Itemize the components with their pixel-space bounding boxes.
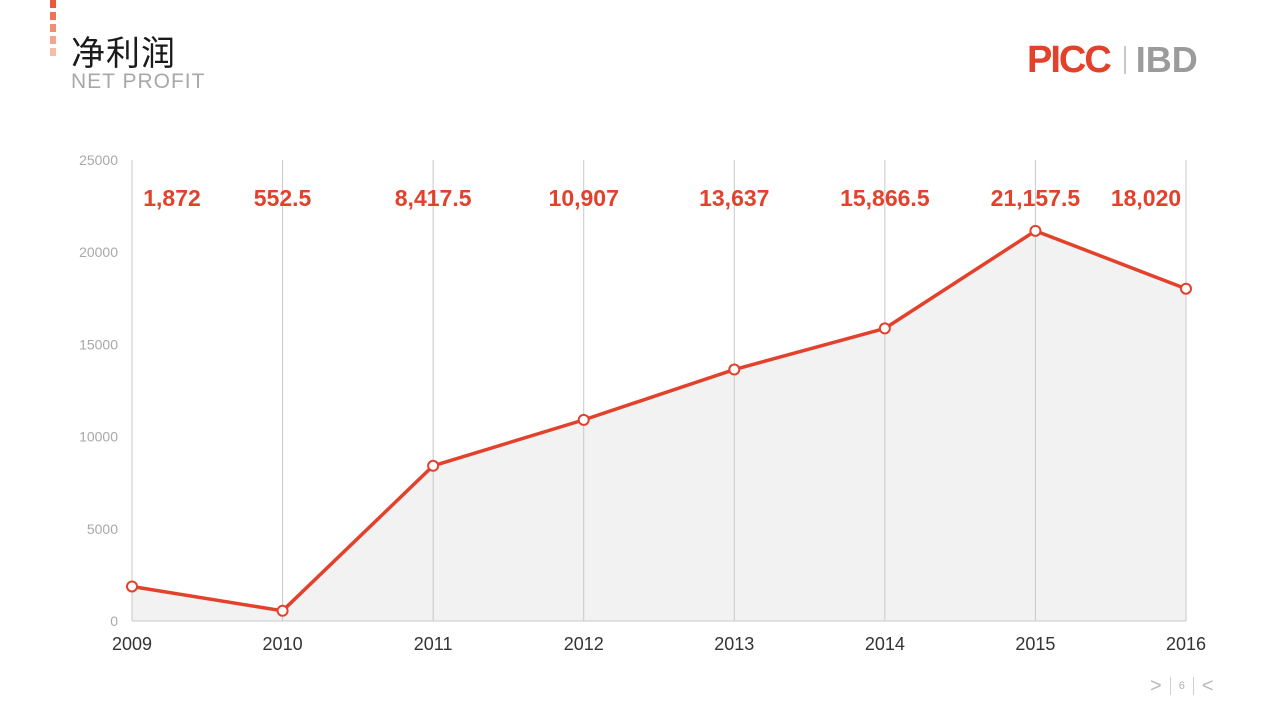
y-tick-label: 0 [110,613,118,629]
accent-stripe [50,0,56,8]
title-accent-bar [50,0,56,60]
accent-stripe [50,24,56,32]
x-tick-label: 2009 [112,634,152,654]
data-label: 18,020 [1111,185,1181,211]
data-point [878,322,891,335]
data-label: 8,417.5 [395,185,472,211]
x-tick-label: 2014 [865,634,905,654]
x-tick-label: 2012 [564,634,604,654]
y-tick-label: 15000 [79,336,118,352]
nav-divider [1192,677,1194,695]
accent-stripe [50,12,56,20]
data-label: 1,872 [143,185,201,211]
y-tick-label: 25000 [79,152,118,168]
logo-divider [1123,46,1126,74]
series-line [131,229,1187,613]
prev-page-button[interactable]: < [1201,675,1214,697]
data-point [126,580,138,593]
page-title: 净利润 [71,34,176,74]
x-tick-label: 2010 [263,634,303,654]
data-point [427,459,440,472]
x-tick-label: 2013 [714,634,754,654]
area-fill [132,230,1186,621]
x-tick-label: 2011 [414,634,453,654]
y-tick-label: 10000 [79,429,118,445]
data-label: 10,907 [549,185,619,211]
data-point [577,413,590,426]
data-label: 21,157.5 [991,185,1081,211]
x-tick-label: 2015 [1015,634,1055,654]
data-label: 552.5 [254,185,312,211]
brand-logo: PICC IBD [1027,38,1198,81]
next-page-button[interactable]: > [1150,675,1162,697]
page-subtitle: NET PROFIT [71,70,206,93]
nav-divider [1169,677,1171,695]
logo-picc-text: PICC [1027,38,1112,81]
accent-stripe [50,36,56,44]
data-label: 15,866.5 [840,185,930,211]
logo-ibd-text: IBD [1135,39,1198,80]
data-point [1180,282,1192,295]
page-number: 6 [1178,680,1185,692]
data-point [728,363,741,376]
data-point [276,604,289,617]
accent-stripe [50,48,56,56]
x-tick-label: 2016 [1166,634,1206,654]
data-point [1029,224,1042,237]
y-tick-label: 20000 [79,244,118,260]
y-tick-label: 5000 [87,521,118,537]
data-label: 13,637 [699,185,769,211]
page-navigation: > 6 < [1150,676,1214,696]
